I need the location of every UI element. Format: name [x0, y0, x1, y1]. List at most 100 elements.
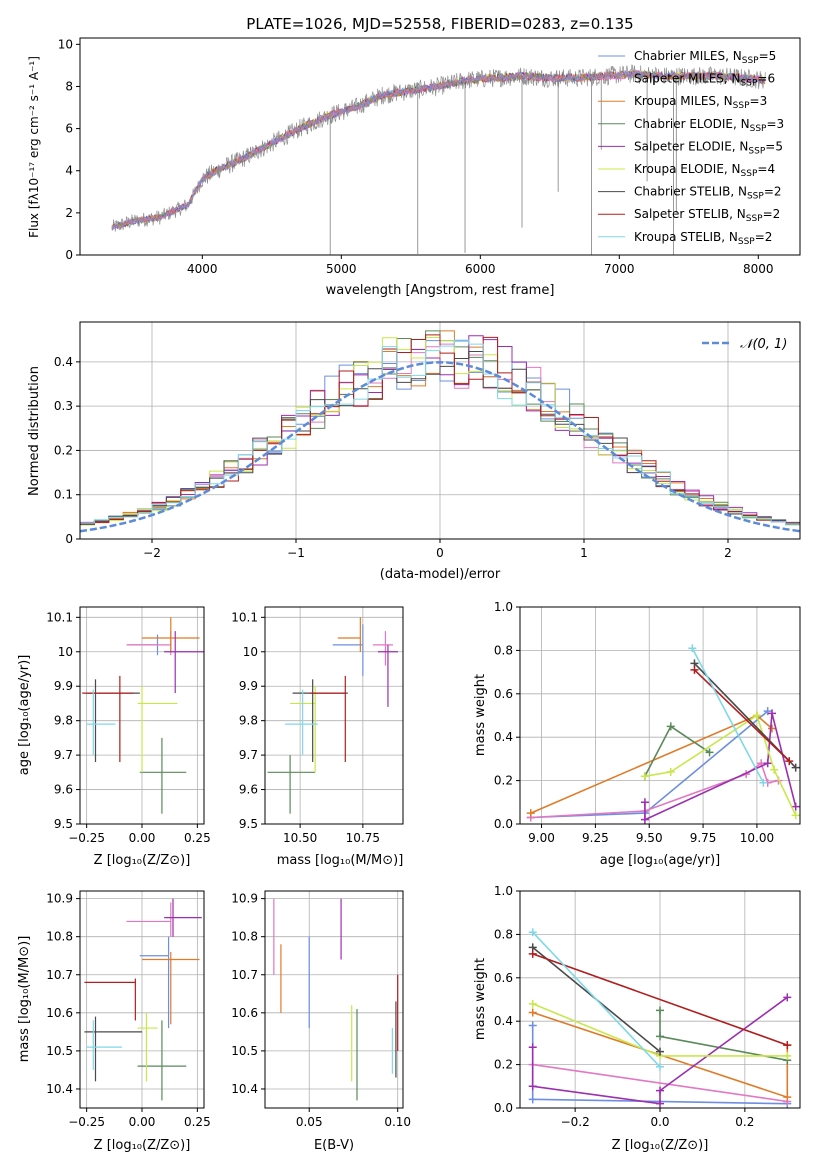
x-tick-label: −0.25 — [68, 1115, 105, 1129]
weight-marker-kroupa-elodie — [783, 1051, 792, 1060]
weight-marker-kroupa-stelib — [759, 778, 768, 787]
mass-vs-z-points — [84, 898, 202, 1101]
y-tick-label: 9.9 — [54, 679, 73, 693]
y-tick-label: 0.0 — [494, 1101, 513, 1115]
age-vs-metallicity-panel: −0.25 0.00 0.25 9.5 9.6 9.7 9.8 9.9 10 10.1 Z [lo… — [17, 606, 211, 868]
y-tick-label: 9.5 — [54, 817, 73, 831]
x-tick-label: 0.00 — [129, 831, 156, 845]
y-tick-label: 0.2 — [494, 774, 513, 788]
weight-line-salpeter-stelib — [693, 669, 790, 762]
y-tick-label: 0.8 — [494, 643, 513, 657]
y-tick-label: 9.7 — [54, 748, 73, 762]
age-vs-mass-panel: 10.50 10.75 9.5 9.6 9.7 9.8 9.9 10 10.1 mass [lo… — [231, 606, 404, 868]
y-tick-label: 9.8 — [54, 714, 73, 728]
x-tick-label: −0.25 — [68, 831, 105, 845]
x-tick-label: 9.00 — [528, 831, 555, 845]
weight-marker-salpeter-stelib — [690, 665, 699, 674]
x-tick-label: 0.25 — [184, 831, 211, 845]
y-tick-label: 0 — [65, 248, 73, 262]
mass-weight-vs-metallicity-panel: −0.2 0.0 0.2 0.0 0.2 0.4 0.6 0.8 1.0 Z [log₁₀(Z/… — [473, 884, 801, 1153]
y-tick-label: 9.8 — [239, 714, 258, 728]
histogram-kroupa-stelib — [79, 339, 801, 539]
x-tick-label: 7000 — [604, 262, 635, 276]
x-tick-label: 5000 — [326, 262, 357, 276]
y-tick-label: 10.9 — [46, 892, 73, 906]
y-tick-label: 0.6 — [494, 971, 513, 985]
mass-vs-ebv-points — [273, 898, 399, 1101]
mass-vs-z-xlabel: Z [log₁₀(Z/Z⊙)] — [94, 1138, 191, 1153]
x-tick-label: −0.2 — [561, 1115, 590, 1129]
weight-marker-kroupa-miles — [526, 809, 535, 818]
x-tick-label: 9.50 — [636, 831, 663, 845]
mass-weight-vs-age-axes-frame — [519, 606, 801, 825]
weight-marker-chabrier-miles — [528, 1095, 537, 1104]
y-tick-label: 9.7 — [239, 748, 258, 762]
x-tick-label: −1 — [287, 546, 305, 560]
y-tick-label: 9.5 — [239, 817, 258, 831]
legend-label-chabrier-stelib: Chabrier STELIB, NSSP=2 — [634, 185, 782, 202]
y-tick-label: 10.4 — [231, 1082, 258, 1096]
x-tick-label: 6000 — [465, 262, 496, 276]
weight-marker-kroupa-elodie — [666, 767, 675, 776]
weight-marker-chabrier-elodie — [656, 1032, 664, 1041]
weight-marker-salpeter-elodie — [791, 802, 800, 811]
spectrum-line-chabrier-miles — [111, 69, 765, 231]
y-tick-label: 0.2 — [54, 443, 73, 457]
y-tick-label: 10.6 — [46, 1006, 73, 1020]
y-tick-label: 0.1 — [54, 488, 73, 502]
x-tick-label: 0.2 — [735, 1115, 754, 1129]
y-tick-label: 0.4 — [494, 1014, 513, 1028]
y-tick-label: 10.7 — [231, 968, 258, 982]
weight-marker-salpeter-elodie — [763, 759, 772, 768]
x-tick-label: 2 — [724, 546, 732, 560]
weight-marker-salpeter-elodie — [528, 1043, 537, 1052]
weight-marker-chabrier-elodie — [656, 1006, 664, 1015]
spectrum-line-salpeter-miles — [111, 69, 766, 230]
weight-marker-chabrier-miles — [528, 1021, 537, 1030]
weight-marker-salpeter-elodie — [768, 709, 776, 718]
weight-marker-salpeter-elodie — [640, 815, 649, 824]
weight-line-salpeter-stelib — [532, 953, 788, 1046]
weight-marker-salpeter-elodie — [656, 1086, 664, 1095]
weight-marker-kroupa-miles — [783, 1093, 792, 1102]
weight-marker-salpeter-elodie — [640, 798, 649, 807]
y-tick-label: 9.6 — [239, 783, 258, 797]
x-tick-label: 9.25 — [582, 831, 609, 845]
mass-vs-ebv-panel: 0.05 0.10 10.4 10.5 10.6 10.7 10.8 10.9 E(B-V) — [231, 890, 411, 1153]
weight-marker-kroupa-elodie — [528, 999, 537, 1008]
y-tick-label: 10.6 — [231, 1006, 258, 1020]
y-tick-label: 0.8 — [494, 927, 513, 941]
weight-marker-chabrier-elodie — [666, 722, 675, 731]
spectrum-legend: Chabrier MILES, NSSP=5 Salpeter MILES, NS… — [598, 49, 784, 247]
x-tick-label: 0.25 — [184, 1115, 211, 1129]
y-tick-label: 0.3 — [54, 399, 73, 413]
weight-marker-kroupa-miles — [528, 1008, 537, 1017]
x-tick-label: 0.10 — [384, 1115, 411, 1129]
weight-marker-kroupa-elodie — [640, 772, 649, 781]
gaussian-legend-label: 𝒩(0, 1) — [740, 337, 787, 352]
mass-vs-ebv-xlabel: E(B-V) — [314, 1138, 354, 1153]
y-tick-label: 10 — [58, 37, 73, 51]
legend-label-kroupa-miles: Kroupa MILES, NSSP=3 — [634, 94, 767, 111]
mass-weight-vs-age-panel: 9.00 9.25 9.50 9.75 10.000.00.20.40.60.81.0 … — [473, 600, 801, 868]
legend-label-salpeter-miles: Salpeter MILES, NSSP=6 — [634, 72, 775, 89]
mass-weight-vs-z-ylabel: mass weight — [473, 958, 488, 1040]
mass-vs-metallicity-panel: −0.25 0.00 0.25 10.4 10.5 10.6 10.7 10.8 10.9 Z … — [17, 890, 211, 1153]
weight-marker-kroupa-miles — [768, 724, 776, 733]
y-tick-label: 6 — [65, 122, 73, 136]
weight-marker-salpeter-stelib — [785, 757, 794, 766]
y-tick-label: 10.9 — [231, 892, 258, 906]
weight-marker-kroupa-elodie — [791, 811, 800, 820]
x-tick-label: 9.75 — [690, 831, 717, 845]
x-tick-label: 0 — [436, 546, 444, 560]
y-tick-label: 8 — [65, 79, 73, 93]
residual-histogram-panel: −2 −1 0 1 200.10.20.30.4 (data-model)/error … — [27, 321, 801, 582]
y-tick-label: 4 — [65, 164, 73, 178]
legend-label-kroupa-elodie: Kroupa ELODIE, NSSP=4 — [634, 162, 775, 179]
x-tick-label: 10.50 — [283, 831, 317, 845]
x-tick-label: 0.05 — [296, 1115, 323, 1129]
age-vs-mass-points — [267, 617, 398, 814]
y-tick-label: 1.0 — [494, 884, 513, 898]
gaussian-curve — [79, 361, 801, 533]
weight-line-kroupa-stelib — [532, 931, 661, 1068]
